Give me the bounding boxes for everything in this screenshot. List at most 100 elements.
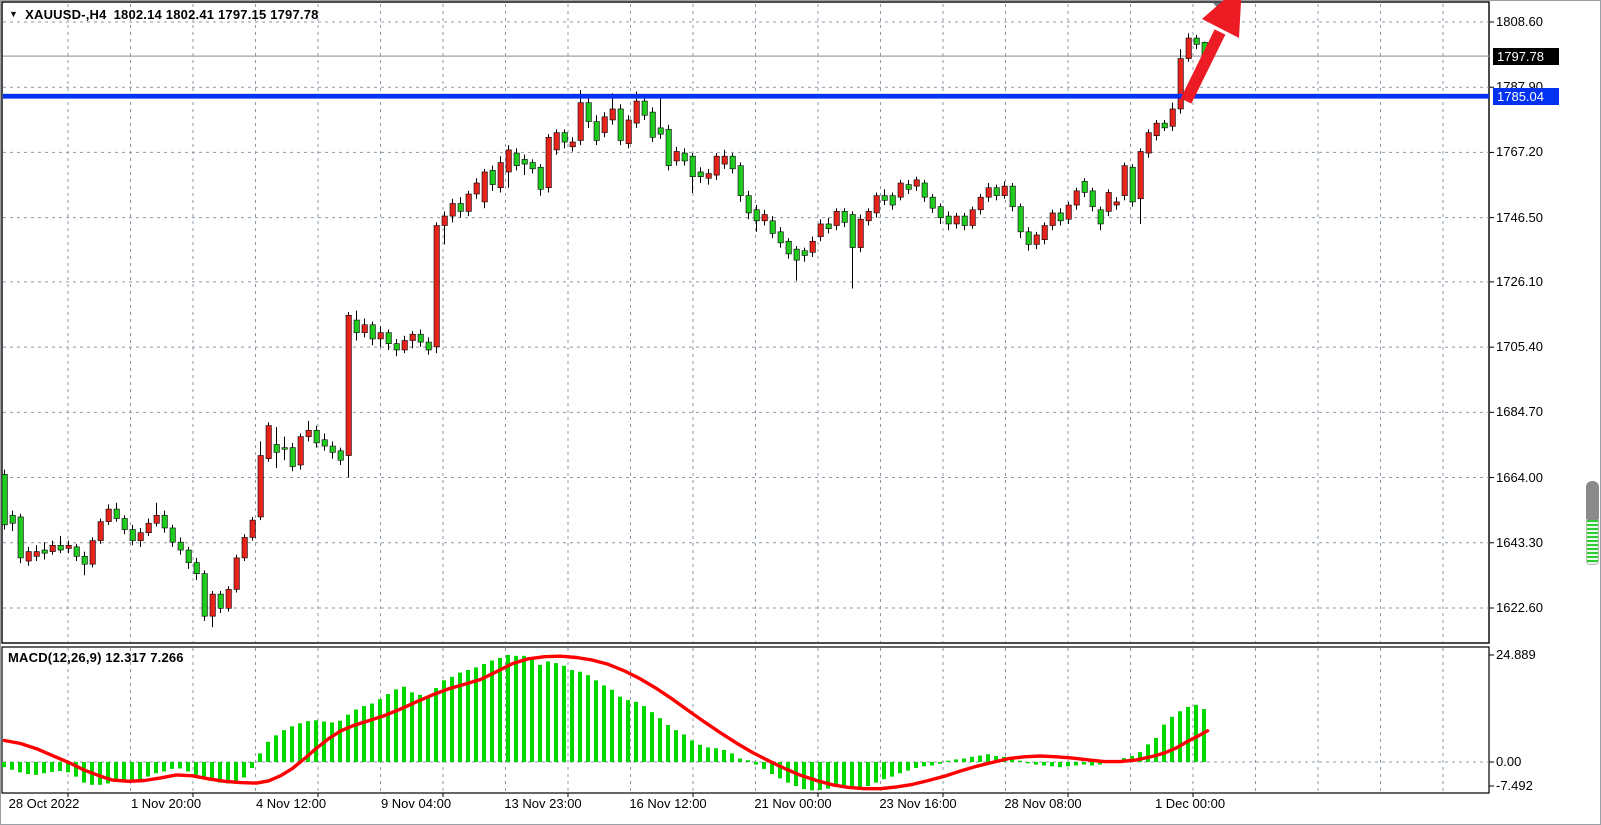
candle-body[interactable] [417, 333, 424, 343]
candle-body[interactable] [697, 171, 704, 177]
candle-body[interactable] [569, 141, 576, 148]
candle-body[interactable] [1025, 231, 1032, 245]
candle-body[interactable] [977, 196, 984, 211]
candle-body[interactable] [241, 537, 248, 559]
candle-body[interactable] [233, 557, 240, 590]
candle-body[interactable] [633, 100, 640, 124]
candle-body[interactable] [1145, 132, 1152, 154]
candle-body[interactable] [17, 516, 24, 559]
candle-body[interactable] [665, 129, 672, 166]
candle-body[interactable] [1, 474, 8, 526]
candle-body[interactable] [329, 445, 336, 453]
candle-body[interactable] [1105, 192, 1112, 212]
candle-body[interactable] [257, 455, 264, 518]
candle-body[interactable] [681, 152, 688, 162]
candle-body[interactable] [169, 527, 176, 543]
candle-body[interactable] [553, 132, 560, 151]
candle-body[interactable] [801, 250, 808, 256]
symbol-dropdown-triangle-icon[interactable]: ▼ [9, 9, 19, 19]
candle-body[interactable] [41, 549, 48, 554]
candle-body[interactable] [193, 562, 200, 574]
candle-body[interactable] [849, 214, 856, 248]
candle-body[interactable] [521, 159, 528, 165]
candle-body[interactable] [297, 436, 304, 466]
candle-body[interactable] [121, 518, 128, 530]
candle-body[interactable] [865, 211, 872, 222]
candle-body[interactable] [137, 532, 144, 541]
candle-body[interactable] [617, 108, 624, 141]
scrollbar-grip[interactable] [1586, 481, 1599, 520]
candle-body[interactable] [993, 187, 1000, 196]
candle-body[interactable] [465, 193, 472, 212]
candle-body[interactable] [841, 211, 848, 223]
candle-body[interactable] [833, 211, 840, 226]
candle-body[interactable] [705, 173, 712, 179]
candle-body[interactable] [1089, 190, 1096, 207]
candle-body[interactable] [961, 215, 968, 226]
candle-body[interactable] [433, 225, 440, 348]
candle-body[interactable] [1137, 151, 1144, 200]
candle-body[interactable] [809, 240, 816, 253]
candle-body[interactable] [129, 529, 136, 541]
candle-body[interactable] [897, 182, 904, 198]
candle-body[interactable] [537, 166, 544, 190]
candle-body[interactable] [1113, 201, 1120, 206]
candle-body[interactable] [777, 231, 784, 244]
vertical-scrollbar-thumb[interactable] [1586, 481, 1599, 565]
candle-body[interactable] [1073, 190, 1080, 206]
candle-body[interactable] [905, 184, 912, 190]
candle-body[interactable] [953, 215, 960, 225]
candle-body[interactable] [713, 155, 720, 176]
candle-body[interactable] [1121, 165, 1128, 196]
candle-body[interactable] [65, 544, 72, 549]
candle-body[interactable] [449, 203, 456, 217]
candle-body[interactable] [1033, 234, 1040, 245]
candle-body[interactable] [649, 111, 656, 138]
candle-body[interactable] [1081, 181, 1088, 193]
candle-body[interactable] [505, 149, 512, 173]
candle-body[interactable] [1065, 204, 1072, 220]
candle-body[interactable] [321, 439, 328, 447]
candle-body[interactable] [1017, 206, 1024, 233]
candle-body[interactable] [817, 223, 824, 237]
candle-body[interactable] [545, 137, 552, 189]
trend-arrow-head[interactable] [1202, 0, 1242, 38]
candle-body[interactable] [185, 549, 192, 563]
candle-body[interactable] [945, 215, 952, 225]
candle-body[interactable] [161, 515, 168, 529]
candle-body[interactable] [529, 162, 536, 170]
candle-body[interactable] [209, 593, 216, 617]
candle-body[interactable] [1169, 108, 1176, 127]
candle-body[interactable] [1049, 212, 1056, 226]
candle-body[interactable] [409, 333, 416, 341]
candle-body[interactable] [9, 515, 16, 524]
candle-body[interactable] [857, 218, 864, 248]
candle-body[interactable] [201, 573, 208, 617]
candle-body[interactable] [1001, 185, 1008, 196]
candle-body[interactable] [273, 444, 280, 453]
candle-body[interactable] [641, 100, 648, 116]
candle-body[interactable] [345, 315, 352, 456]
candle-body[interactable] [441, 215, 448, 226]
candle-body[interactable] [249, 519, 256, 538]
candle-body[interactable] [1057, 212, 1064, 222]
candle-body[interactable] [729, 155, 736, 170]
candle-body[interactable] [561, 132, 568, 143]
candle-body[interactable] [1041, 225, 1048, 240]
candle-body[interactable] [737, 165, 744, 196]
candle-body[interactable] [593, 121, 600, 141]
candle-body[interactable] [745, 195, 752, 214]
candle-body[interactable] [673, 151, 680, 162]
candle-body[interactable] [313, 430, 320, 444]
candle-body[interactable] [585, 102, 592, 122]
candle-body[interactable] [177, 541, 184, 551]
candle-body[interactable] [97, 521, 104, 541]
candle-body[interactable] [929, 196, 936, 209]
candle-body[interactable] [361, 324, 368, 333]
candle-body[interactable] [481, 171, 488, 203]
trend-arrow-shaft[interactable] [1180, 29, 1226, 104]
candle-body[interactable] [81, 556, 88, 565]
candle-body[interactable] [689, 155, 696, 177]
candle-body[interactable] [969, 209, 976, 226]
